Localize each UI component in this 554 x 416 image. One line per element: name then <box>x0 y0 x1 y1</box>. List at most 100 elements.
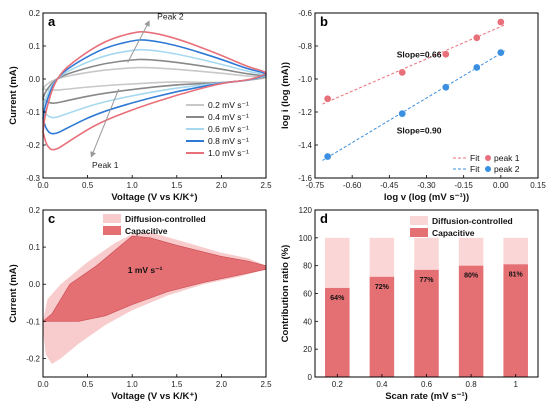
point-peak-1-5 <box>496 18 505 26</box>
point-peak-2-5 <box>496 48 505 57</box>
point-peak-2-3 <box>441 83 450 92</box>
panel-a-y-tick-label: 0.2 <box>29 9 41 18</box>
panel-d-x-tick-label: 1 <box>513 380 518 389</box>
bar-value-label-4: 80% <box>464 273 479 280</box>
panel-d-x-tick-label: 0.2 <box>332 380 344 389</box>
bar-value-label-5: 81% <box>509 271 524 278</box>
panel-label-c: c <box>48 211 55 226</box>
panel-c-x-tick-label: 0.5 <box>82 380 94 389</box>
panel-c-x-axis-label: Voltage (V vs K/K⁺) <box>111 391 197 402</box>
panel-b-x-axis-label: log v (log (mV s⁻¹)) <box>384 192 469 203</box>
panel-a-y-tick-label: -0.2 <box>26 141 40 150</box>
panel-b-x-tick-label: -0.75 <box>306 181 325 190</box>
panel-c-x-tick-label: 0.0 <box>37 380 49 389</box>
panel-c-y-tick-label: 0.0 <box>29 280 41 289</box>
panel-b-y-tick-label: -1.2 <box>298 108 312 117</box>
cv-curve-3 <box>42 48 267 119</box>
panel-d-x-axis-label: Scan rate (mV s⁻¹) <box>385 391 468 402</box>
point-peak-2-4 <box>472 63 481 72</box>
bar-value-label-2: 72% <box>375 284 390 291</box>
bar-diffusion-2 <box>369 237 395 277</box>
legend-swatch-d-2 <box>410 228 428 237</box>
panel-c-y-tick-label: 0.1 <box>29 243 41 252</box>
legend-swatch-d-1 <box>410 216 428 225</box>
legend-label-3: 0.6 mV s⁻¹ <box>208 124 249 134</box>
legend-marker-1 <box>485 155 491 161</box>
panel-d-x-tick-label: 0.6 <box>421 380 433 389</box>
panel-b-y-tick-label: -1.6 <box>298 174 312 183</box>
panel-b-y-tick-label: -0.6 <box>298 9 312 18</box>
panel-c-y-axis-label: Current (mA) <box>8 264 19 323</box>
panel-d-x-tick-label: 0.8 <box>466 380 478 389</box>
point-peak-1-2 <box>398 68 407 77</box>
panel-d-y-tick-label: 0 <box>308 373 313 382</box>
slope-label-peak-2: Slope=0.90 <box>397 125 442 135</box>
cv-curve-2 <box>42 58 267 104</box>
legend-label-c-1: Diffusion-controlled <box>125 214 206 224</box>
panel-d-y-tick-label: 120 <box>299 206 313 215</box>
panel-b-x-tick-label: 0.00 <box>493 181 509 190</box>
legend-label-d-1: Diffusion-controlled <box>432 216 513 226</box>
panel-c-y-tick-label: -0.2 <box>26 354 40 363</box>
legend-label-1: 0.2 mV s⁻¹ <box>208 100 249 110</box>
legend-swatch-c-1 <box>103 214 121 223</box>
legend-fit-label-1: Fit <box>470 153 480 163</box>
panel-b-y-tick-label: -1.0 <box>298 75 312 84</box>
bar-diffusion-3 <box>414 237 439 270</box>
panel-c-x-tick-label: 1.0 <box>127 380 139 389</box>
panel-label-d: d <box>320 211 328 226</box>
panel-a-x-tick-label: 2.5 <box>260 181 272 190</box>
cv-curve-4 <box>42 39 267 135</box>
bar-capacitive-3 <box>414 269 439 377</box>
panel-b-y-axis-label: log i (log (mA)) <box>280 62 291 129</box>
legend-label-4: 0.8 mV s⁻¹ <box>208 136 249 146</box>
peak-1-arrow <box>90 88 120 158</box>
fit-line-2 <box>322 49 507 161</box>
scan-rate-label: 1 mV s⁻¹ <box>128 265 163 275</box>
point-peak-1-1 <box>323 94 332 103</box>
panel-a-x-axis-label: Voltage (V vs K/K⁺) <box>111 192 197 203</box>
peak-2-label: Peak 2 <box>157 12 184 22</box>
legend-label-5: 1.0 mV s⁻¹ <box>208 148 249 158</box>
panel-b-x-tick-label: -0.45 <box>380 181 399 190</box>
panel-c-x-tick-label: 1.5 <box>171 380 183 389</box>
legend-label-d-2: Capacitive <box>432 228 475 238</box>
panel-a-x-tick-label: 2.0 <box>216 181 228 190</box>
panel-a-x-tick-label: 1.5 <box>171 181 183 190</box>
slope-label-peak-1: Slope=0.66 <box>397 50 442 60</box>
panel-b-x-tick-label: -0.60 <box>343 181 362 190</box>
panel-a-y-tick-label: -0.1 <box>26 108 40 117</box>
panel-a-x-tick-label: 1.0 <box>127 181 139 190</box>
panel-a-y-tick-label: -0.3 <box>26 174 40 183</box>
legend-series-label-2: peak 2 <box>494 164 520 174</box>
legend-label-c-2: Capacitive <box>125 226 168 236</box>
bar-capacitive-1 <box>325 287 350 377</box>
panel-b-y-tick-label: -0.8 <box>298 42 312 51</box>
panel-b-x-tick-label: -0.15 <box>455 181 474 190</box>
panel-c-x-tick-label: 2.0 <box>216 380 228 389</box>
legend-swatch-c-2 <box>103 226 121 235</box>
panel-d-y-tick-label: 100 <box>299 234 313 243</box>
legend-label-2: 0.4 mV s⁻¹ <box>208 112 249 122</box>
panel-d-y-axis-label: Contribution ratio (%) <box>280 245 291 343</box>
bar-diffusion-1 <box>325 237 350 288</box>
panel-a-y-tick-label: 0.1 <box>29 42 41 51</box>
bar-diffusion-4 <box>458 237 484 266</box>
panel-label-a: a <box>48 14 56 29</box>
panel-a-x-tick-label: 0.5 <box>82 181 94 190</box>
panel-label-b: b <box>320 14 328 29</box>
panel-d-y-tick-label: 60 <box>303 290 312 299</box>
bar-capacitive-2 <box>369 276 395 377</box>
point-peak-2-2 <box>398 109 407 118</box>
panel-d-x-tick-label: 0.4 <box>376 380 388 389</box>
panel-a-frame <box>42 12 267 179</box>
panel-a-y-axis-label: Current (mA) <box>8 66 19 125</box>
cv-curve-5 <box>42 30 267 151</box>
bar-capacitive-5 <box>503 264 528 377</box>
panel-d-y-tick-label: 80 <box>303 262 312 271</box>
bar-diffusion-5 <box>503 237 528 265</box>
panel-b-x-tick-label: -0.30 <box>417 181 436 190</box>
legend-marker-2 <box>485 166 491 172</box>
panel-a-y-tick-label: 0.0 <box>29 75 41 84</box>
